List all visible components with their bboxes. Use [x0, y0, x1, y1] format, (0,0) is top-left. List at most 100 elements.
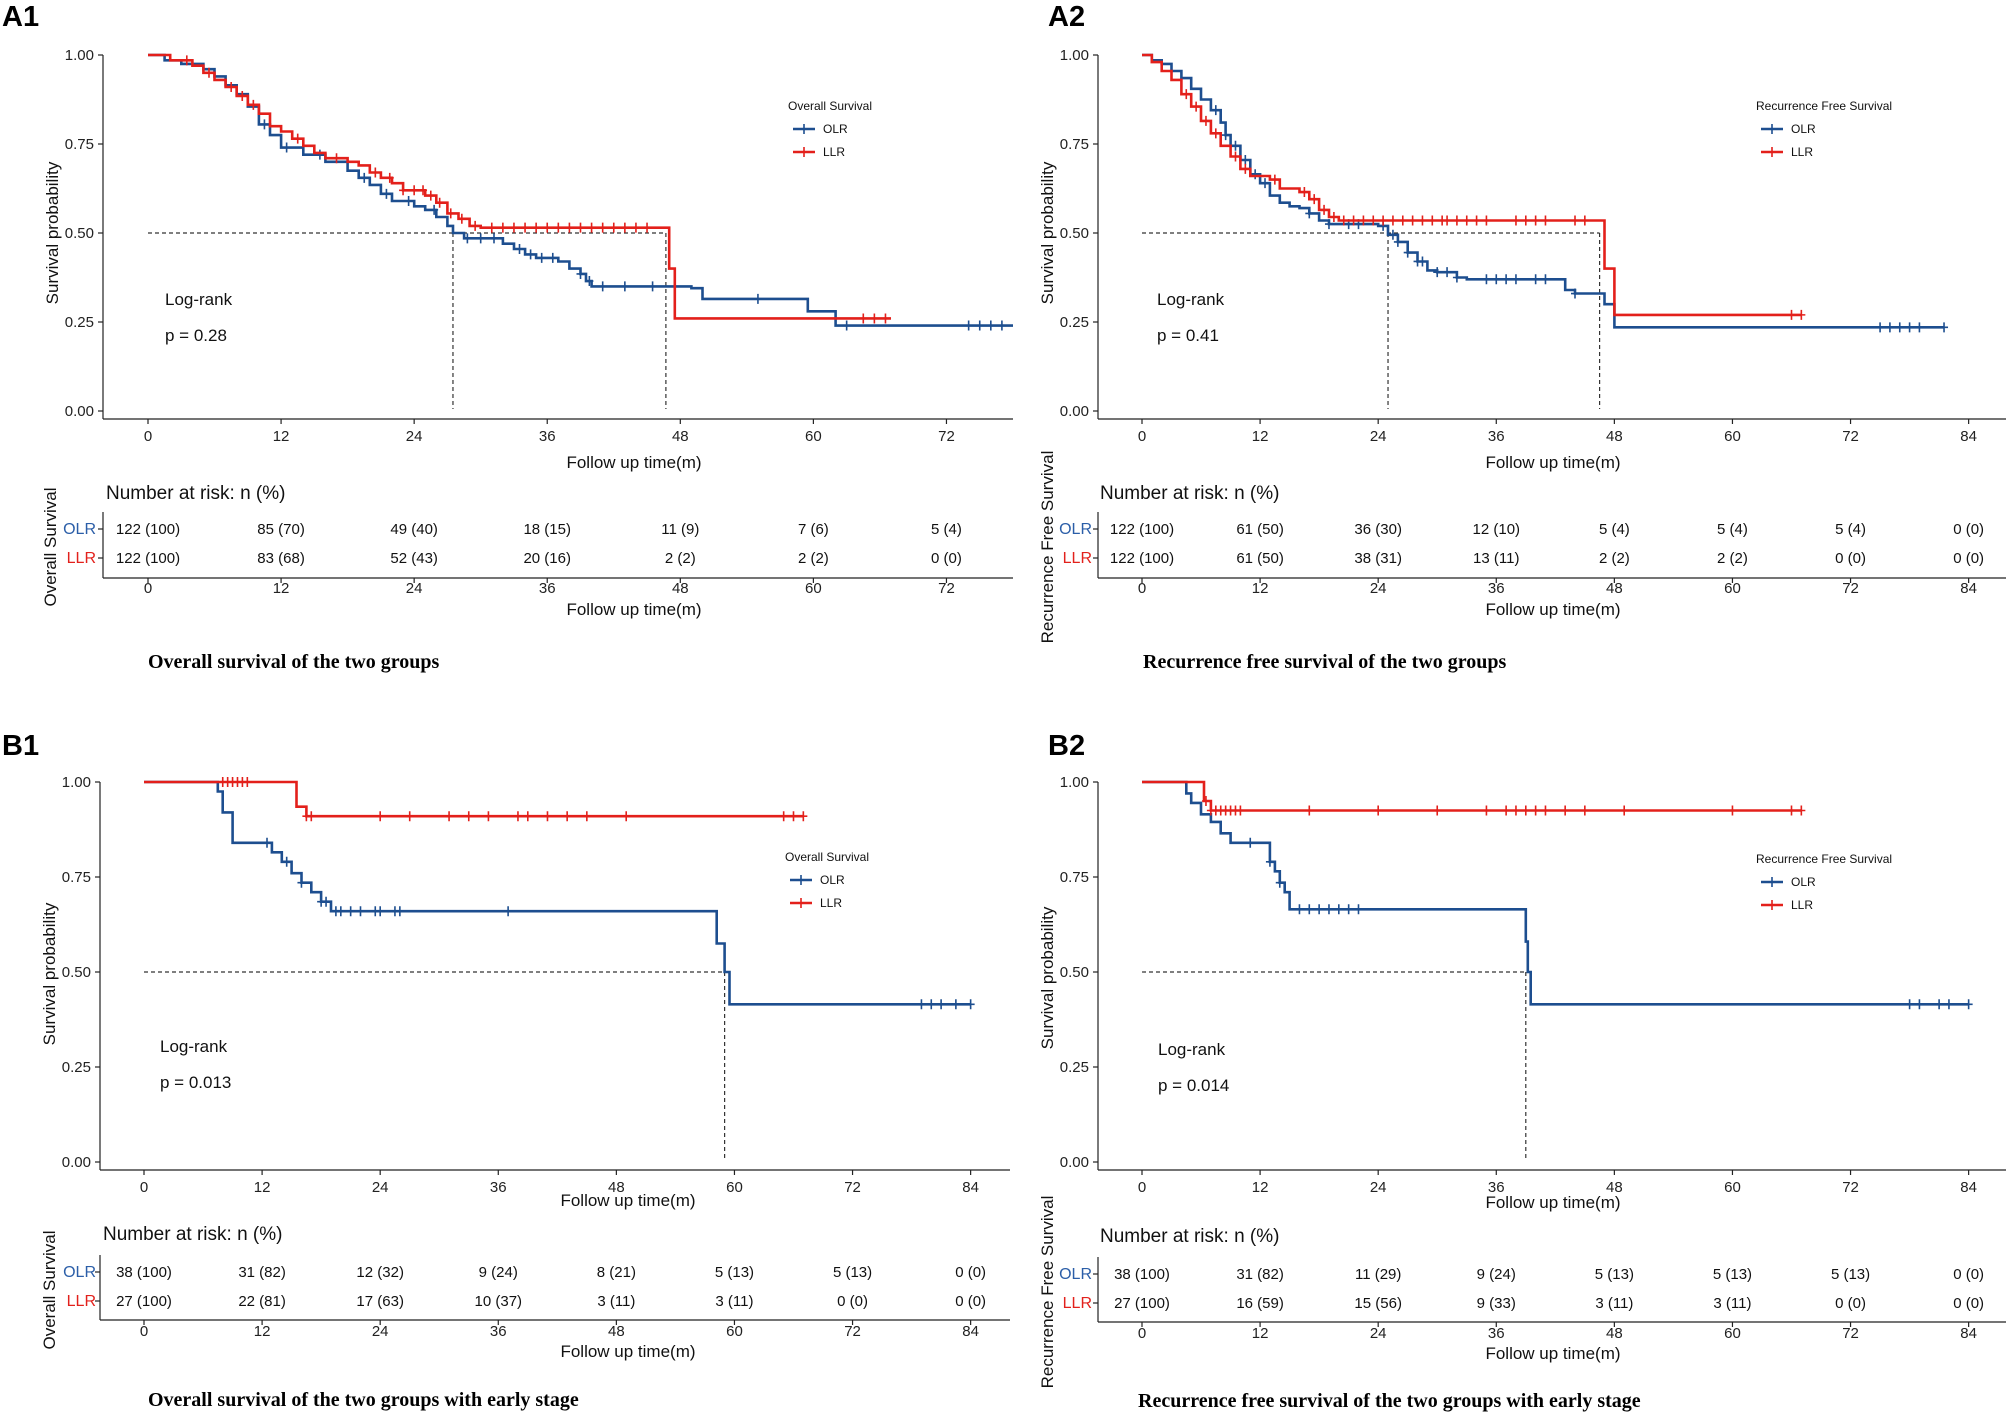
risk-group-label-olr: OLR	[63, 1264, 96, 1281]
risk-x-tick-label: 84	[1960, 1325, 1977, 1342]
censor-mark-olr	[1334, 904, 1343, 915]
panel-a1: A1 0.00 0.25 0.50 0.75 1.00 0 12 24 36 48 60 72 Follo…	[2, 1, 1013, 673]
y-tick-label: 0.50	[1060, 225, 1089, 242]
legend: Recurrence Free Survival OLR LLR	[1756, 852, 1892, 912]
risk-cell: 83 (68)	[257, 550, 305, 567]
censor-mark-llr	[543, 222, 552, 233]
censor-mark-llr	[419, 185, 428, 196]
risk-x-tick-label: 72	[844, 1323, 861, 1340]
y-axis-title: Survival probability	[1038, 906, 1057, 1049]
y-tick-label: 1.00	[65, 47, 94, 64]
censor-mark-olr	[927, 999, 936, 1010]
risk-x-tick-label: 48	[1606, 580, 1623, 597]
risk-cell: 16 (59)	[1236, 1295, 1284, 1312]
risk-group-label-llr: LLR	[1063, 550, 1092, 567]
censor-mark-llr	[1339, 215, 1348, 226]
legend-title: Recurrence Free Survival	[1756, 852, 1892, 866]
risk-cell: 7 (6)	[798, 521, 829, 538]
risk-cell: 3 (11)	[597, 1293, 635, 1310]
legend-label-llr: LLR	[1791, 145, 1813, 159]
risk-cell: 38 (100)	[1114, 1266, 1170, 1283]
censor-mark-llr	[1511, 215, 1520, 226]
censor-mark-olr	[346, 906, 355, 917]
x-tick-label: 72	[938, 428, 955, 445]
risk-cell: 61 (50)	[1236, 521, 1284, 538]
censor-mark-olr	[1418, 256, 1427, 267]
censor-mark-llr	[622, 811, 631, 822]
risk-cell: 122 (100)	[1110, 521, 1174, 538]
legend-label-olr: OLR	[1791, 875, 1816, 889]
censor-mark-olr	[1344, 904, 1353, 915]
legend-title: Overall Survival	[785, 850, 869, 864]
censor-mark-olr	[463, 233, 472, 244]
km-curve-olr	[144, 780, 971, 1006]
panel-caption: Recurrence free survival of the two grou…	[1138, 1390, 1641, 1412]
risk-x-tick-label: 60	[1724, 580, 1741, 597]
risk-cell: 2 (2)	[1717, 550, 1748, 567]
x-tick-label: 48	[1606, 1179, 1623, 1196]
censor-mark-olr	[1315, 904, 1324, 915]
km-curve-llr	[144, 780, 804, 818]
risk-cell: 2 (2)	[798, 550, 829, 567]
y-tick-label: 0.00	[65, 403, 94, 420]
x-tick-label: 36	[539, 428, 556, 445]
censor-mark-olr	[1295, 904, 1304, 915]
x-tick-label: 12	[1252, 1179, 1269, 1196]
log-rank-label: Log-rank	[1157, 290, 1225, 309]
censor-mark-llr	[532, 222, 541, 233]
censor-mark-llr	[293, 133, 302, 144]
risk-cell: 15 (56)	[1354, 1295, 1402, 1312]
censor-mark-olr	[504, 906, 513, 917]
risk-cell: 5 (4)	[931, 521, 962, 538]
risk-table-title: Number at risk: n (%)	[1100, 1226, 1279, 1247]
x-tick-label: 36	[1488, 428, 1505, 445]
censor-mark-llr	[1374, 805, 1383, 816]
censor-mark-llr	[1418, 215, 1427, 226]
risk-y-axis-title: Overall Survival	[40, 1230, 59, 1349]
censor-mark-olr	[917, 999, 926, 1010]
risk-cell: 38 (100)	[116, 1264, 172, 1281]
risk-cell: 122 (100)	[116, 521, 180, 538]
risk-cell: 18 (15)	[523, 521, 571, 538]
censor-mark-olr	[1492, 274, 1501, 285]
risk-group-label-olr: OLR	[1059, 1266, 1092, 1283]
risk-x-tick-label: 12	[1252, 580, 1269, 597]
censor-mark-llr	[1482, 805, 1491, 816]
risk-cell: 0 (0)	[1835, 1295, 1866, 1312]
censor-mark-olr	[1541, 274, 1550, 285]
risk-table-title: Number at risk: n (%)	[103, 1224, 282, 1245]
censor-mark-llr	[471, 220, 480, 231]
risk-cell: 5 (4)	[1717, 521, 1748, 538]
risk-x-tick-label: 0	[140, 1323, 148, 1340]
censor-mark-llr	[1620, 805, 1629, 816]
censor-mark-llr	[410, 185, 419, 196]
censor-mark-llr	[426, 190, 435, 201]
risk-x-tick-label: 60	[1724, 1325, 1741, 1342]
censor-mark-olr	[404, 195, 413, 206]
censor-mark-llr	[1300, 187, 1309, 198]
censor-mark-llr	[1443, 215, 1452, 226]
censor-mark-llr	[1201, 796, 1210, 806]
legend-label-llr: LLR	[823, 145, 845, 159]
censor-mark-llr	[521, 222, 530, 233]
risk-x-tick-label: 48	[672, 580, 689, 597]
censor-mark-llr	[1369, 215, 1378, 226]
censor-mark-llr	[1728, 805, 1737, 816]
censor-mark-olr	[1940, 322, 1949, 333]
censor-mark-llr	[1236, 805, 1245, 816]
censor-mark-llr	[1305, 805, 1314, 816]
censor-mark-llr	[307, 811, 316, 822]
risk-group-label-llr: LLR	[67, 550, 96, 567]
censor-mark-llr	[249, 99, 258, 110]
risk-cell: 36 (30)	[1354, 521, 1402, 538]
y-tick-label: 0.25	[1060, 314, 1089, 331]
censor-mark-olr	[1354, 904, 1363, 915]
risk-cell: 27 (100)	[1114, 1295, 1170, 1312]
risk-x-tick-label: 0	[1138, 580, 1146, 597]
censor-mark-llr	[376, 811, 385, 822]
censor-mark-llr	[554, 222, 563, 233]
panel-label: A1	[2, 1, 39, 33]
censor-mark-llr	[385, 172, 394, 183]
legend: Overall Survival OLR LLR	[788, 99, 872, 159]
censor-mark-olr	[1935, 999, 1944, 1010]
